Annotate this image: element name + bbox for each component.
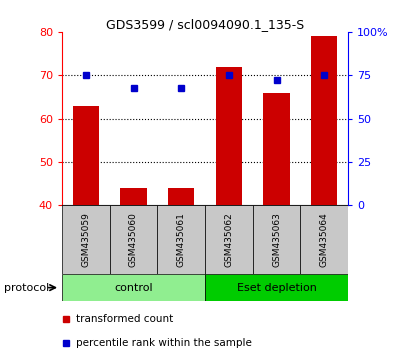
Text: GSM435060: GSM435060 — [129, 212, 138, 267]
Title: GDS3599 / scl0094090.1_135-S: GDS3599 / scl0094090.1_135-S — [106, 18, 304, 31]
Bar — [110, 205, 157, 274]
Bar — [205, 205, 253, 274]
Text: transformed count: transformed count — [76, 314, 173, 325]
Text: protocol: protocol — [4, 282, 49, 293]
Bar — [263, 92, 290, 205]
Text: GSM435063: GSM435063 — [272, 212, 281, 267]
Bar — [62, 274, 205, 301]
Text: GSM435059: GSM435059 — [81, 212, 90, 267]
Text: GSM435064: GSM435064 — [320, 212, 329, 267]
Text: percentile rank within the sample: percentile rank within the sample — [76, 338, 252, 348]
Bar — [311, 36, 337, 205]
Bar — [120, 188, 147, 205]
Bar — [62, 205, 110, 274]
Bar — [168, 188, 194, 205]
Bar — [205, 274, 348, 301]
Bar — [253, 205, 300, 274]
Bar — [216, 67, 242, 205]
Text: GSM435061: GSM435061 — [177, 212, 186, 267]
Bar — [157, 205, 205, 274]
Bar — [73, 105, 99, 205]
Text: control: control — [114, 282, 153, 293]
Bar — [300, 205, 348, 274]
Text: Eset depletion: Eset depletion — [236, 282, 316, 293]
Text: GSM435062: GSM435062 — [224, 212, 233, 267]
